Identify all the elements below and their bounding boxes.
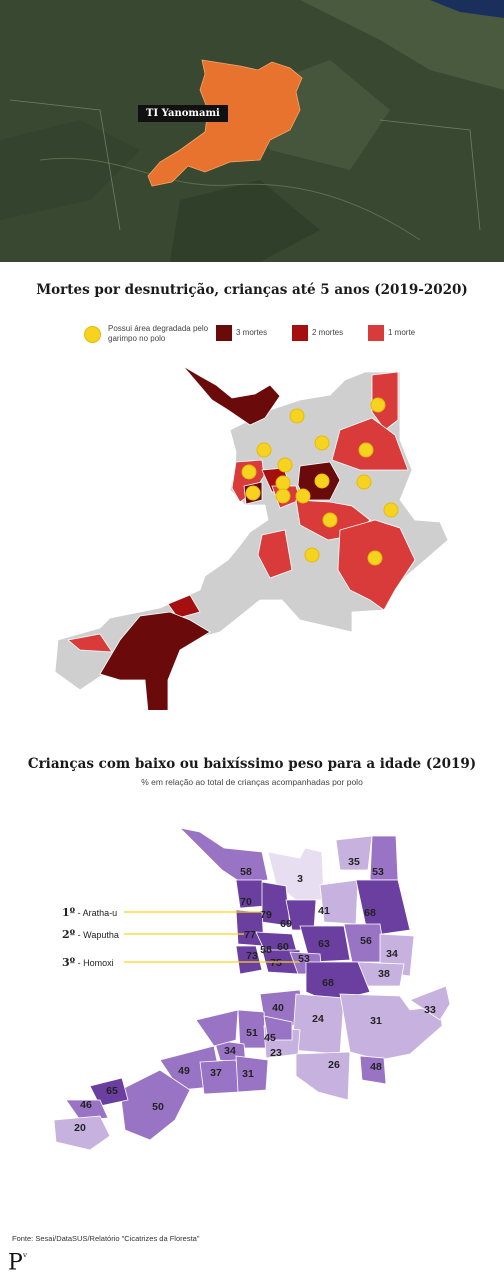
value-label: 41 bbox=[318, 905, 330, 917]
value-label: 58 bbox=[260, 944, 272, 956]
value-label: 24 bbox=[312, 1013, 324, 1025]
value-label: 65 bbox=[106, 1085, 118, 1097]
value-label: 35 bbox=[348, 856, 360, 868]
value-label: 49 bbox=[178, 1065, 190, 1077]
value-label: 79 bbox=[260, 909, 272, 921]
value-label: 31 bbox=[242, 1068, 254, 1080]
map2-title: Crianças com baixo ou baixíssimo peso pa… bbox=[27, 756, 477, 772]
legend-degraded-label: Possui área degradada pelo garimpo no po… bbox=[108, 324, 209, 343]
rank-1-name: - Aratha-u bbox=[77, 908, 118, 918]
value-label: 75 bbox=[270, 957, 282, 969]
value-label: 69 bbox=[280, 918, 292, 930]
ti-yanomami-region bbox=[147, 59, 303, 187]
legend-two-label: 2 mortes bbox=[312, 328, 344, 337]
value-label: 58 bbox=[240, 866, 252, 878]
rank-3-pos: 3º bbox=[62, 956, 76, 969]
value-label: 70 bbox=[240, 896, 252, 908]
value-label: 77 bbox=[244, 929, 256, 941]
value-label: 48 bbox=[370, 1061, 382, 1073]
satellite-map bbox=[0, 0, 504, 262]
legend-one-label: 1 morte bbox=[388, 328, 416, 337]
value-label: 51 bbox=[246, 1027, 258, 1039]
value-label: 38 bbox=[378, 968, 390, 980]
map1-title: Mortes por desnutrição, crianças até 5 a… bbox=[36, 282, 468, 298]
value-label: 68 bbox=[322, 977, 334, 989]
value-label: 3 bbox=[297, 873, 303, 885]
value-label: 53 bbox=[372, 866, 384, 878]
value-label: 73 bbox=[246, 950, 258, 962]
value-label: 31 bbox=[370, 1015, 382, 1027]
weight-map: 58 3 35 53 70 79 69 41 68 77 60 63 56 34… bbox=[53, 827, 451, 1150]
rank-3-name: - Homoxi bbox=[77, 958, 114, 968]
value-label: 26 bbox=[328, 1059, 340, 1071]
value-label: 34 bbox=[386, 948, 398, 960]
rank-2-pos: 2º bbox=[62, 928, 76, 941]
poder360-logo: Pᵛ bbox=[8, 1250, 28, 1276]
ti-yanomami-label: TI Yanomami bbox=[138, 105, 228, 122]
map2-subtitle: % em relação ao total de crianças acompa… bbox=[141, 777, 363, 787]
rank-2: 2º - Waputha bbox=[62, 928, 119, 941]
legend-two-swatch bbox=[292, 325, 308, 341]
rank-1-pos: 1º bbox=[62, 906, 76, 919]
value-label: 56 bbox=[360, 935, 372, 947]
degraded-dot-icon bbox=[84, 326, 101, 343]
value-label: 34 bbox=[224, 1045, 236, 1057]
legend-three-swatch bbox=[216, 325, 232, 341]
value-label: 63 bbox=[318, 938, 330, 950]
value-label: 50 bbox=[152, 1101, 164, 1113]
rank-1: 1º - Aratha-u bbox=[62, 906, 117, 919]
rank-2-name: - Waputha bbox=[77, 930, 119, 940]
value-label: 37 bbox=[210, 1067, 222, 1079]
value-label: 20 bbox=[74, 1122, 86, 1134]
logo-letter: P bbox=[8, 1250, 23, 1276]
value-label: 33 bbox=[424, 1004, 436, 1016]
value-label: 23 bbox=[270, 1047, 282, 1059]
legend-three-label: 3 mortes bbox=[236, 328, 268, 337]
value-label: 46 bbox=[80, 1099, 92, 1111]
legend-one-swatch bbox=[368, 325, 384, 341]
value-label: 60 bbox=[277, 941, 289, 953]
value-label: 40 bbox=[272, 1002, 284, 1014]
value-label: 45 bbox=[264, 1032, 276, 1044]
value-label: 68 bbox=[364, 907, 376, 919]
value-label: 53 bbox=[298, 953, 310, 965]
source-note: Fonte: Sesai/DataSUS/Relatório "Cicatriz… bbox=[12, 1234, 200, 1243]
deaths-map bbox=[54, 365, 449, 710]
rank-3: 3º - Homoxi bbox=[62, 956, 114, 969]
